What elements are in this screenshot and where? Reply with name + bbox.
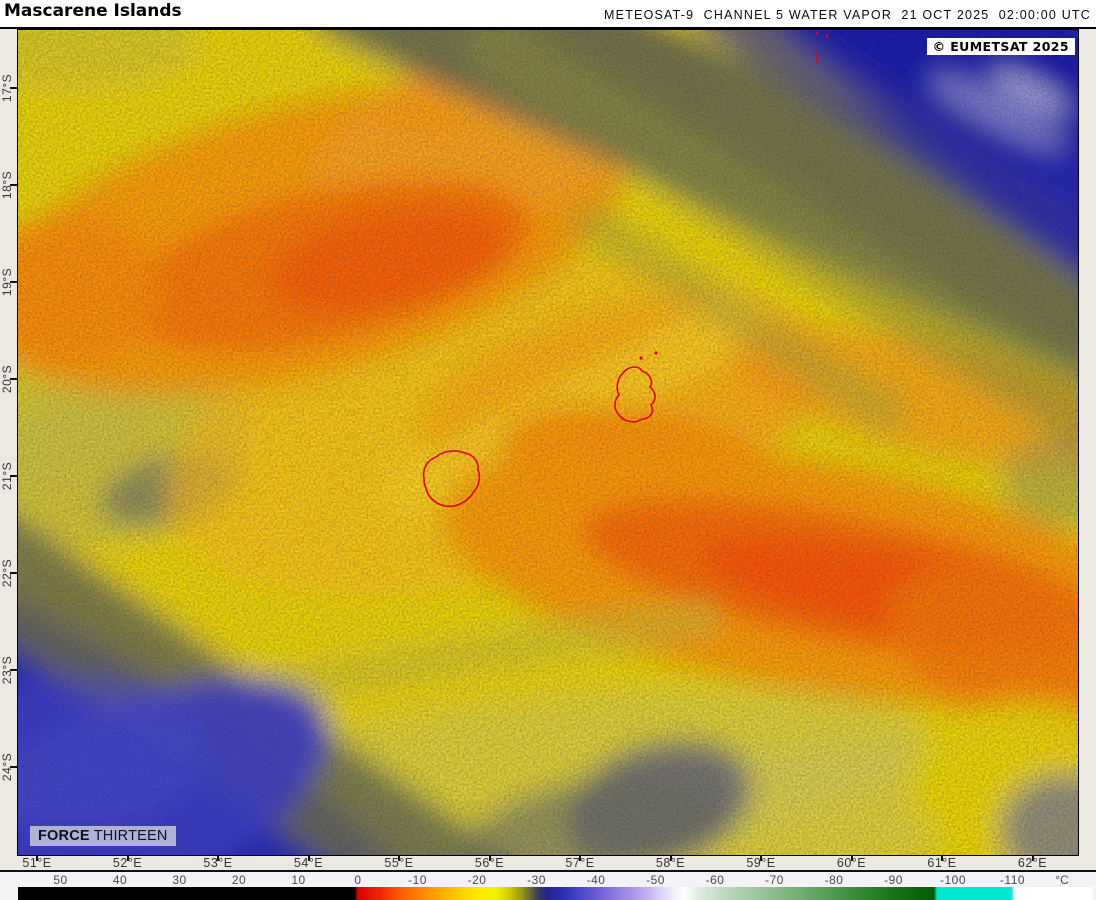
scale-tick-label: 30 — [172, 872, 187, 887]
water-vapor-field-image — [18, 30, 1078, 855]
scale-tick-label: -90 — [884, 872, 903, 887]
scale-tick-label: -80 — [824, 872, 844, 887]
lat-label: 18°S — [0, 170, 14, 200]
lon-tick — [941, 855, 943, 861]
lon-label: 56°E — [474, 856, 505, 870]
lon-label: 51°E — [22, 856, 52, 870]
lat-label: 21°S — [0, 461, 14, 491]
lat-label: 22°S — [0, 558, 14, 588]
lat-tick — [10, 669, 18, 671]
lon-label: 54°E — [293, 856, 324, 870]
lon-label: 53°E — [203, 856, 233, 870]
lon-tick — [126, 855, 129, 861]
island-outline-mauritius — [614, 366, 656, 423]
lon-tick — [669, 855, 672, 861]
lat-label: 23°S — [0, 655, 14, 685]
lon-tick — [1031, 855, 1034, 861]
island-outline-reunion — [422, 450, 481, 508]
scale-tick-label: 40 — [112, 872, 128, 887]
scale-tick-label: 10 — [291, 872, 306, 887]
islet-dot — [654, 351, 658, 355]
lat-tick — [10, 184, 18, 186]
lat-tick — [10, 572, 18, 574]
scale-tick-label: -10 — [408, 872, 427, 887]
islet-dot — [815, 31, 819, 35]
lon-label: 52°E — [112, 856, 143, 870]
lat-tick — [10, 87, 18, 89]
lon-label: 59°E — [746, 856, 776, 870]
lon-tick — [307, 855, 310, 861]
lat-tick — [10, 766, 18, 768]
lon-label: 62°E — [1017, 856, 1048, 870]
scale-tick-label: -40 — [586, 872, 606, 887]
page-title: Mascarene Islands — [4, 1, 182, 21]
lon-tick — [398, 855, 400, 861]
lat-tick — [10, 378, 18, 380]
watermark-regular-part: THIRTEEN — [89, 828, 168, 844]
scale-unit: °C — [1055, 872, 1069, 887]
islet-outline — [814, 51, 818, 64]
colorbar — [18, 887, 1093, 900]
scale-tick-label: -70 — [765, 872, 784, 887]
lat-label: 24°S — [0, 752, 14, 782]
lon-tick — [760, 855, 762, 861]
lon-label: 58°E — [655, 856, 686, 870]
scale-divider — [0, 870, 1096, 872]
scale-tick-label: -60 — [705, 872, 725, 887]
lat-tick — [10, 475, 18, 477]
scale-tick-label: 20 — [231, 872, 247, 887]
scale-tick-label: -50 — [646, 872, 665, 887]
header-divider — [0, 27, 1096, 29]
lon-label: 61°E — [927, 856, 957, 870]
lat-label: 19°S — [0, 267, 14, 297]
lon-tick — [36, 855, 38, 861]
lon-label: 60°E — [836, 856, 867, 870]
satellite-map: © EUMETSAT 2025 FORCE THIRTEEN — [17, 29, 1079, 856]
watermark-force-thirteen: FORCE THIRTEEN — [30, 826, 176, 846]
lat-tick — [10, 281, 18, 283]
scale-tick-label: -20 — [467, 872, 487, 887]
islet-dot — [825, 34, 829, 38]
satellite-meta-text: METEOSAT-9 CHANNEL 5 WATER VAPOR 21 OCT … — [604, 8, 1091, 22]
copyright-badge: © EUMETSAT 2025 — [926, 38, 1075, 55]
pixel-noise-overlay — [18, 30, 1078, 855]
lon-tick — [579, 855, 581, 861]
lon-tick — [850, 855, 853, 861]
scale-tick-label: 50 — [53, 872, 68, 887]
scale-tick-label: 0 — [354, 872, 362, 887]
coastline-overlay — [422, 31, 829, 508]
lat-label: 17°S — [0, 73, 14, 103]
scale-tick-label: -100 — [939, 872, 967, 887]
lon-tick — [488, 855, 491, 861]
scale-tick-label: -110 — [999, 872, 1026, 887]
lon-tick — [217, 855, 219, 861]
watermark-bold-part: FORCE — [38, 828, 90, 844]
lon-label: 55°E — [384, 856, 414, 870]
scale-tick-label: -30 — [527, 872, 546, 887]
islet-dot — [639, 356, 643, 360]
lat-label: 20°S — [0, 364, 14, 394]
header-bar: Mascarene Islands METEOSAT-9 CHANNEL 5 W… — [0, 0, 1096, 27]
lon-label: 57°E — [565, 856, 595, 870]
